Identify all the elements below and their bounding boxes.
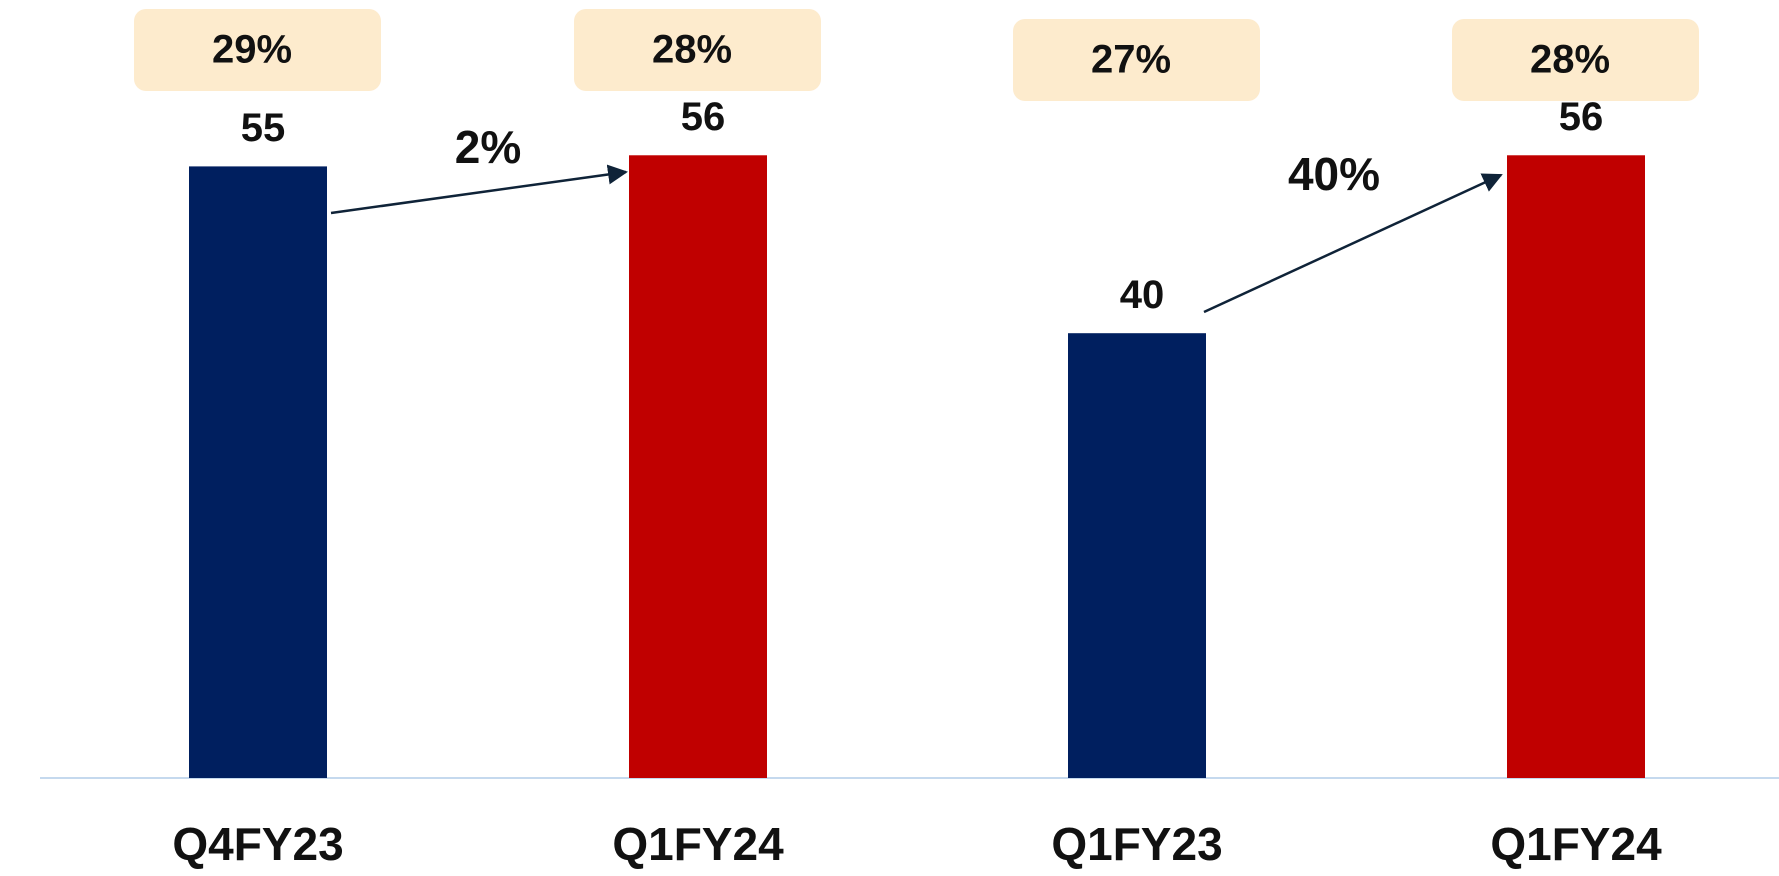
- margin-box: [1013, 19, 1260, 101]
- value-label: 55: [241, 106, 286, 150]
- margin-box: [574, 9, 821, 91]
- growth-label: 40%: [1288, 148, 1380, 200]
- growth-arrow: [1203, 173, 1503, 314]
- margin-box: [1452, 19, 1699, 101]
- x-tick-label: Q1FY23: [1051, 818, 1222, 870]
- bar: [189, 166, 327, 778]
- bar: [1068, 333, 1206, 778]
- margin-label: 27%: [1091, 38, 1171, 82]
- growth-label: 2%: [455, 121, 521, 173]
- bar: [1507, 155, 1645, 778]
- margin-label: 28%: [652, 28, 732, 72]
- value-label: 56: [681, 95, 726, 139]
- growth-arrow: [330, 164, 628, 215]
- x-tick-label: Q1FY24: [612, 818, 784, 870]
- value-label: 40: [1120, 273, 1165, 317]
- margin-label: 28%: [1530, 38, 1610, 82]
- x-tick-label: Q1FY24: [1490, 818, 1662, 870]
- x-tick-label: Q4FY23: [172, 818, 343, 870]
- value-label: 56: [1559, 95, 1604, 139]
- margin-label: 29%: [212, 28, 292, 72]
- margin-box: [134, 9, 381, 91]
- bar: [629, 155, 767, 778]
